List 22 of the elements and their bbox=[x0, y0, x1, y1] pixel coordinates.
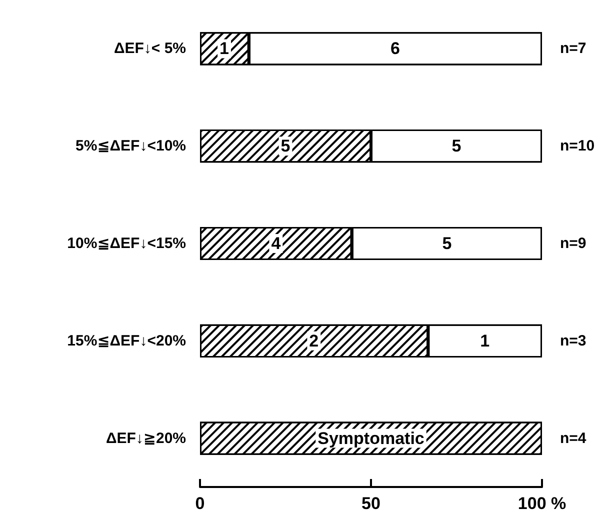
annotation: n=9 bbox=[560, 235, 586, 252]
series-label: Symptomatic bbox=[318, 428, 424, 448]
annotation: 5 bbox=[452, 136, 462, 156]
annotation: n=7 bbox=[560, 40, 586, 58]
annotation: 1 bbox=[480, 331, 490, 350]
x-tick-label: 100 % bbox=[518, 494, 566, 513]
annotation: n=3 bbox=[560, 332, 586, 350]
x-tick-label: 50 bbox=[362, 494, 380, 513]
annotation: 1 bbox=[220, 39, 230, 58]
y-tick-label: ΔEF↓≧20% bbox=[106, 430, 186, 447]
annotation: 4 bbox=[271, 234, 282, 253]
annotation: n=4 bbox=[560, 430, 587, 447]
y-tick-label: ΔEF↓< 5% bbox=[114, 40, 186, 58]
annotation: 5 bbox=[280, 136, 290, 156]
y-tick-label: 15%≦ΔEF↓<20% bbox=[67, 332, 186, 350]
annotation: 5 bbox=[442, 234, 452, 253]
annotation: 6 bbox=[390, 39, 400, 58]
annotation: 2 bbox=[309, 331, 319, 350]
annotation: n=10 bbox=[560, 138, 595, 155]
x-tick-label: 0 bbox=[195, 494, 205, 513]
y-tick-label: 5%≦ΔEF↓<10% bbox=[76, 138, 186, 155]
y-tick-label: 10%≦ΔEF↓<15% bbox=[67, 235, 186, 252]
